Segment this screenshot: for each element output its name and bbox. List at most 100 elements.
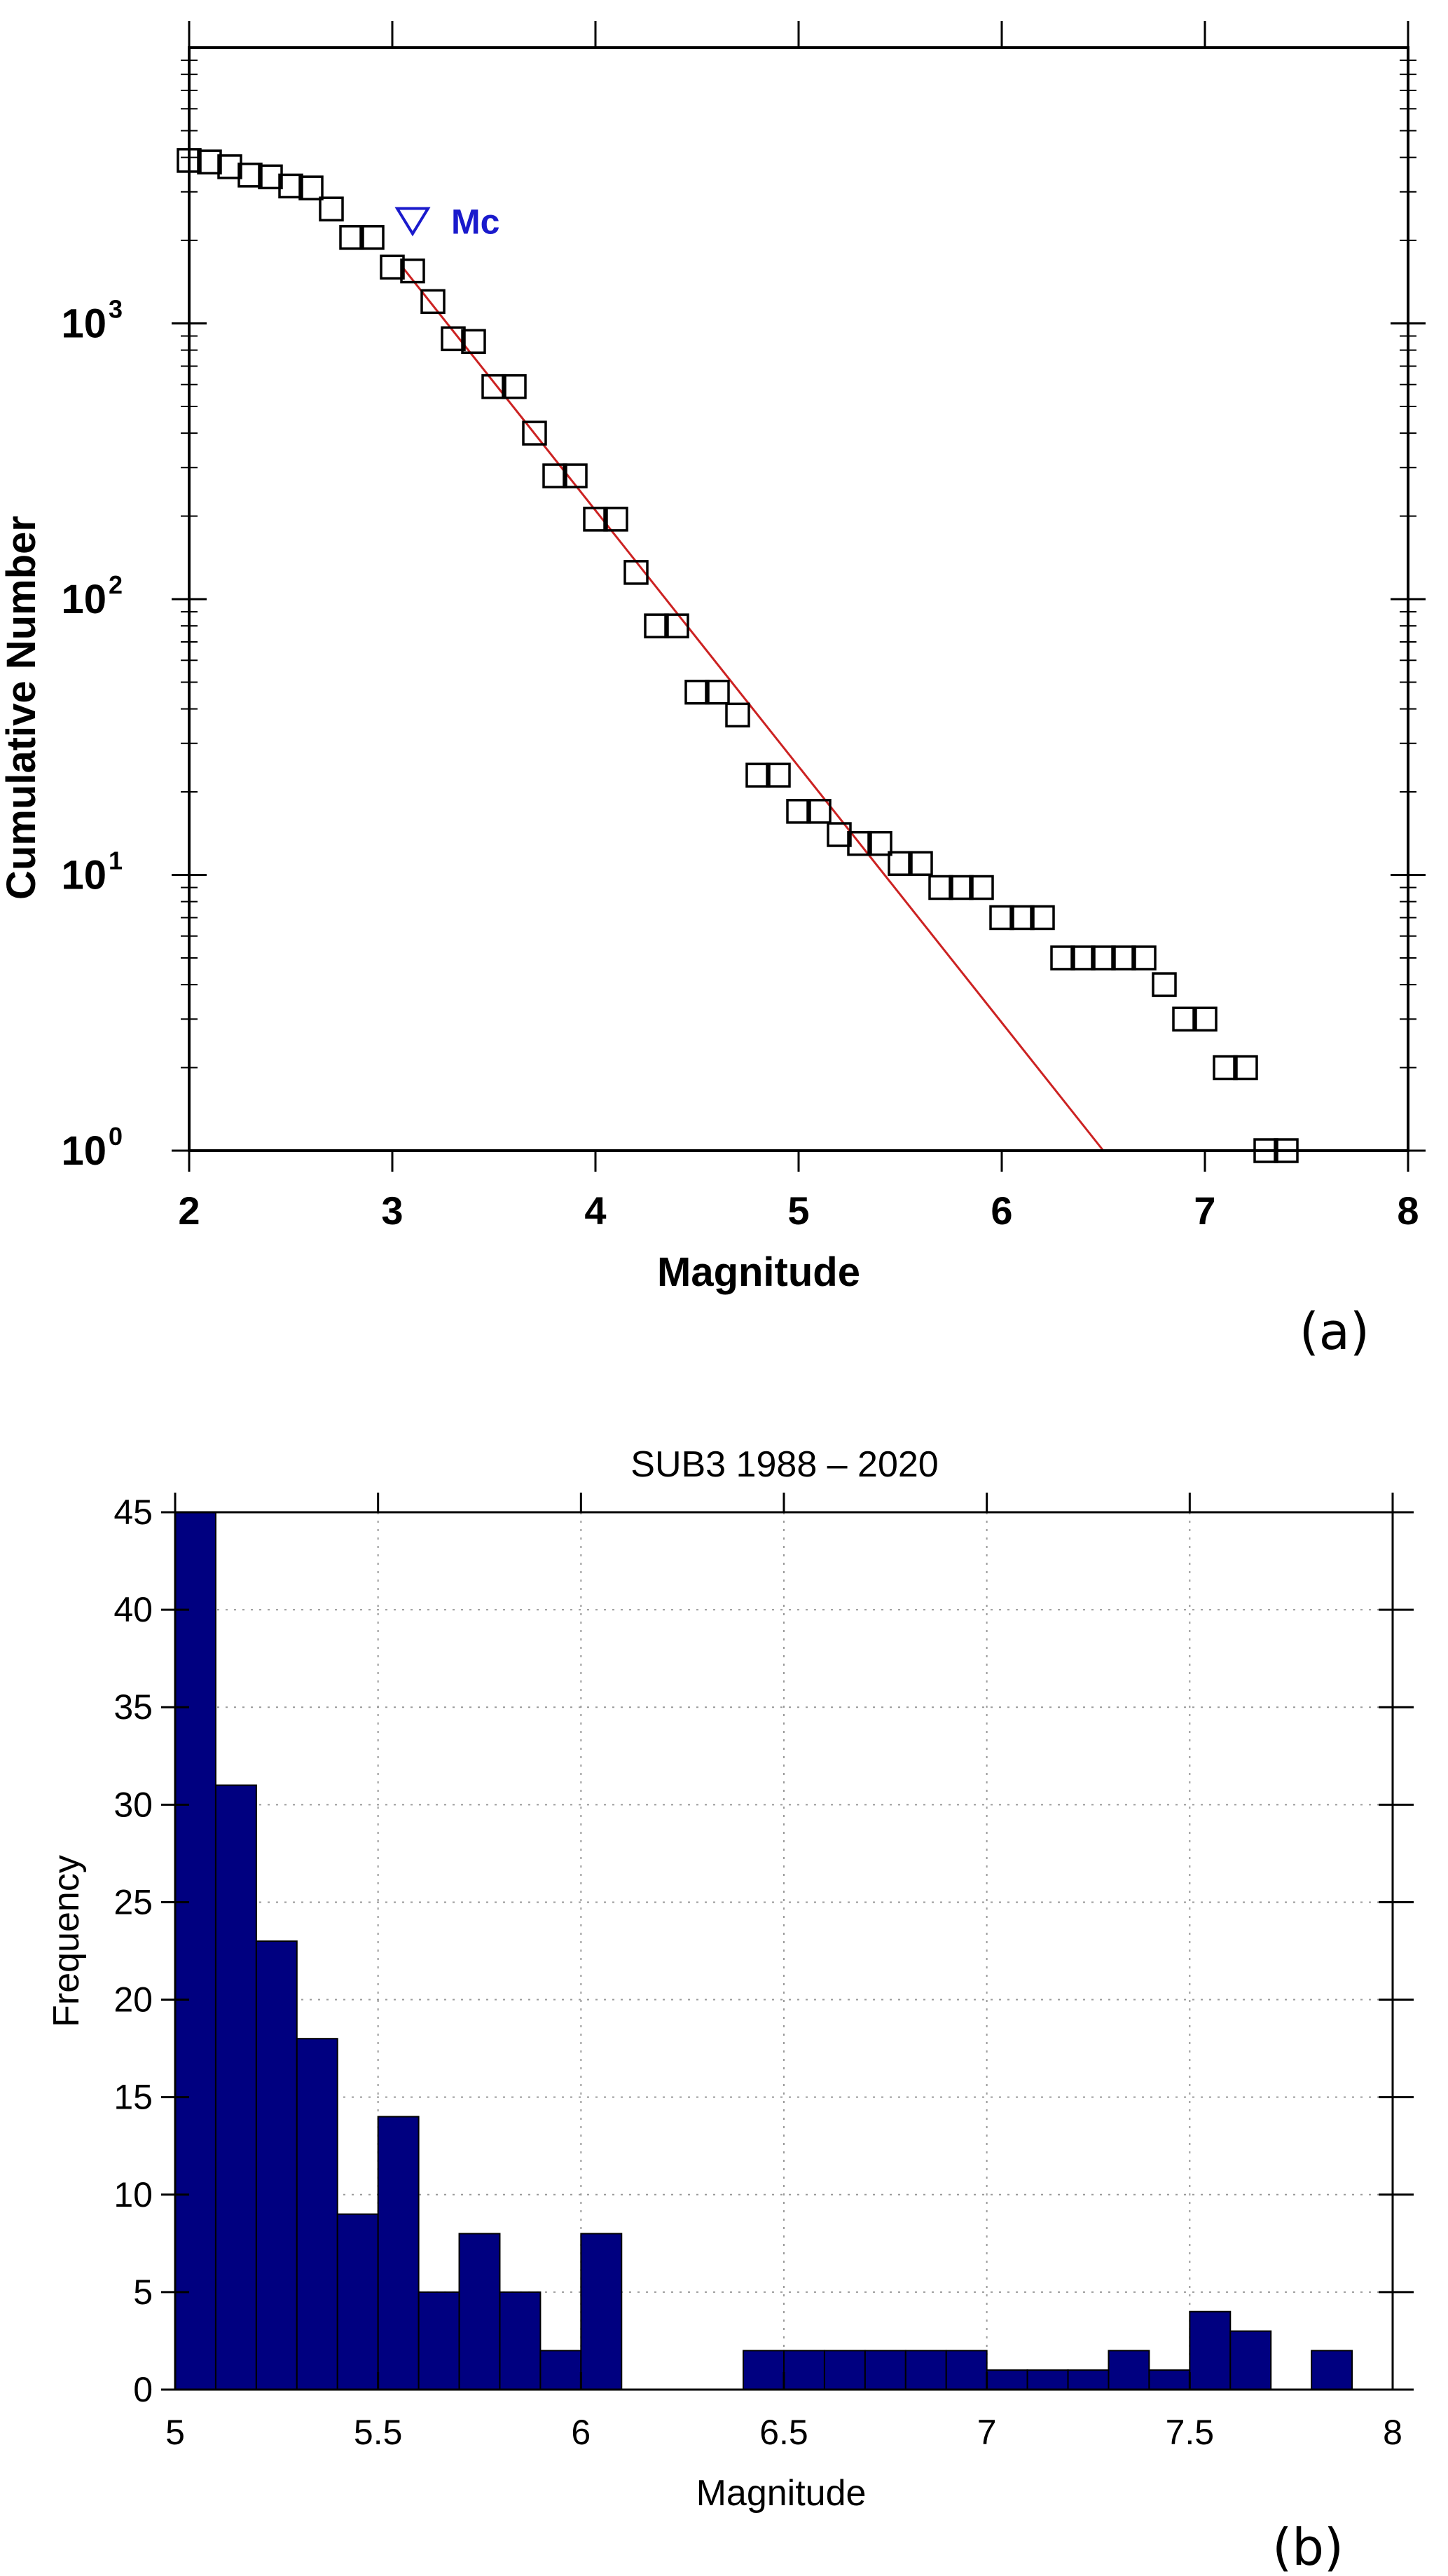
histogram-bar — [1311, 2350, 1353, 2390]
panel-b-y-axis-label: Frequency — [46, 1855, 87, 2027]
data-point-marker — [1009, 905, 1035, 931]
data-point-marker — [1030, 905, 1055, 931]
y-tick-label: 15 — [113, 2078, 153, 2117]
data-point-marker — [380, 254, 405, 280]
data-point-marker — [684, 679, 710, 705]
histogram-bar — [418, 2291, 460, 2391]
x-tick-label: 8 — [1397, 1188, 1419, 1233]
data-point-marker — [1152, 972, 1177, 997]
histogram-bar — [580, 2233, 623, 2390]
data-point-marker — [1213, 1055, 1238, 1081]
data-point-marker — [1070, 945, 1096, 971]
histogram-bar — [377, 2116, 420, 2390]
y-tick-label: 35 — [113, 1687, 153, 1727]
y-tick-label: 40 — [113, 1590, 153, 1629]
x-tick-label: 4 — [584, 1188, 606, 1233]
panel-b-x-axis-label: Magnitude — [696, 2473, 867, 2514]
gutenberg-richter-fit-line — [401, 266, 1105, 1151]
data-point-marker — [664, 613, 689, 638]
data-point-marker — [888, 851, 913, 876]
histogram-bar — [1189, 2310, 1232, 2391]
data-point-marker — [623, 560, 649, 585]
panel-b-y-tick-labels: 0 5 10 15 20 25 30 35 40 45 — [113, 1493, 153, 2409]
histogram-bar — [823, 2350, 866, 2390]
data-point-marker — [542, 463, 567, 488]
histogram-bar — [864, 2350, 906, 2390]
data-point-marker — [928, 875, 953, 900]
panel-b-x-tick-labels: 5 5.5 6 6.5 7 7.5 8 — [165, 2413, 1402, 2452]
histogram-bar — [255, 1940, 298, 2390]
histogram-bar — [783, 2350, 825, 2390]
x-tick-label: 3 — [381, 1188, 403, 1233]
data-point-marker — [441, 326, 466, 352]
data-point-marker — [1050, 945, 1075, 971]
x-tick-label: 7 — [1194, 1188, 1215, 1233]
data-point-marker — [705, 679, 730, 705]
histogram-bar — [945, 2350, 988, 2390]
data-point-marker — [481, 374, 506, 399]
data-point-marker — [339, 225, 364, 250]
data-point-marker — [908, 851, 933, 876]
x-tick-label: 5.5 — [354, 2413, 403, 2452]
histogram-bar — [743, 2350, 785, 2390]
panel-a-label: (a) — [1299, 1302, 1370, 1361]
y-tick-exponent: 1 — [109, 847, 123, 875]
mc-triangle-icon — [394, 207, 431, 237]
data-point-marker — [644, 613, 669, 638]
data-point-marker — [1233, 1055, 1258, 1081]
data-point-marker — [949, 875, 974, 900]
histogram-bar — [539, 2350, 582, 2390]
panel-b-histogram: SUB3 1988 – 2020 5 5.5 6 6.5 7 7.5 8 051015202… — [46, 1444, 1414, 2576]
histogram-bar — [174, 1512, 216, 2390]
panel-b-bars — [174, 1512, 1353, 2391]
data-point-marker — [522, 420, 547, 446]
panel-b-frame — [174, 1511, 1394, 2391]
data-point-marker — [1131, 945, 1157, 971]
data-point-marker — [461, 329, 486, 355]
data-point-marker — [237, 163, 263, 188]
data-point-marker — [806, 799, 832, 824]
x-tick-label: 5 — [165, 2413, 185, 2452]
histogram-bar — [1148, 2369, 1191, 2390]
data-point-marker — [258, 164, 283, 190]
data-point-marker — [298, 175, 324, 200]
histogram-bar — [458, 2233, 501, 2390]
histogram-bar — [499, 2291, 542, 2391]
x-tick-label: 6.5 — [759, 2413, 808, 2452]
data-point-marker — [766, 762, 791, 788]
x-tick-label: 6 — [571, 2413, 591, 2452]
y-tick-label: 5 — [133, 2273, 153, 2312]
panel-a-x-axis-label: Magnitude — [657, 1249, 860, 1295]
data-point-marker — [400, 258, 425, 284]
x-tick-label: 5 — [787, 1188, 809, 1233]
data-point-marker — [502, 374, 527, 399]
x-tick-label: 7 — [977, 2413, 997, 2452]
y-tick-label: 10 — [113, 2175, 153, 2214]
histogram-bar — [1108, 2350, 1150, 2390]
histogram-bar — [904, 2350, 947, 2390]
histogram-bar — [336, 2213, 379, 2391]
data-point-marker — [1091, 945, 1116, 971]
data-point-marker — [420, 289, 446, 315]
panel-a-y-axis-label: Cumulative Number — [0, 516, 44, 900]
histogram-bar — [1067, 2369, 1110, 2390]
data-point-marker — [563, 463, 588, 488]
y-tick-exponent: 0 — [109, 1122, 123, 1151]
data-point-marker — [359, 225, 385, 250]
data-point-marker — [745, 762, 771, 788]
panel-a-x-tick-labels: 2 3 4 5 6 7 8 — [178, 1188, 1419, 1233]
data-point-marker — [786, 799, 811, 824]
data-point-marker — [1172, 1006, 1197, 1032]
data-point-marker — [583, 507, 608, 532]
histogram-bar — [1026, 2369, 1069, 2390]
histogram-bar — [1229, 2330, 1272, 2391]
histogram-bar — [986, 2369, 1028, 2390]
histogram-bar — [214, 1784, 257, 2391]
mc-marker: Mc — [394, 202, 499, 241]
panel-b-title: SUB3 1988 – 2020 — [630, 1444, 938, 1485]
data-point-marker — [278, 173, 303, 199]
panel-a-markers — [177, 148, 1299, 1163]
y-tick-exponent: 3 — [109, 295, 123, 324]
data-point-marker — [603, 507, 628, 532]
